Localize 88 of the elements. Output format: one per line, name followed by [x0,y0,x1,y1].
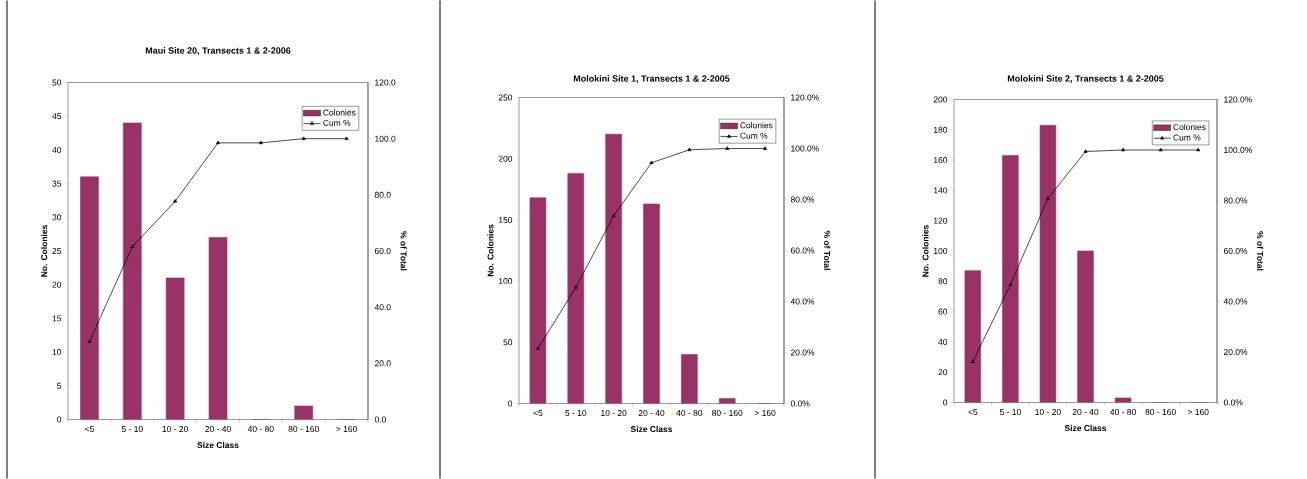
y2-tick-label: 120.0% [1224,96,1252,103]
y-tick-label: 10 [52,349,62,356]
y2-tick-label: 100.0% [1224,147,1252,153]
x-tick-label: 40 - 80 [247,426,274,433]
x-tick-label: 40 - 80 [676,410,703,417]
y-tick-label: 45 [52,113,62,120]
y2-axis-title: % of Total [400,231,407,271]
x-tick-label: 5 - 10 [999,409,1021,416]
x-tick-label: 10 - 20 [1035,409,1061,416]
y-tick-label: 15 [52,315,62,322]
y-tick-label: 0 [943,399,948,406]
y-tick-label: 40 [938,338,948,345]
x-axis-title: Size Class [1064,424,1107,432]
y-tick-label: 200 [933,96,948,103]
x-tick-label: > 160 [754,410,776,417]
y-tick-label: 150 [499,216,513,223]
y2-tick-label: 80.0% [790,196,815,203]
x-tick-label: 20 - 40 [638,410,665,417]
y2-tick-label: 40.0% [1223,298,1248,305]
y-tick-label: 180 [934,126,948,133]
y2-tick-label: 60.0% [790,247,815,254]
x-tick-label: 10 - 20 [601,410,627,417]
y-tick-label: 0 [57,416,62,423]
y-axis-title: No. Colonies [922,225,929,277]
x-tick-label: > 160 [1187,409,1209,416]
y2-tick-label: 120.0% [791,94,819,101]
x-tick-label: 80 - 160 [288,426,319,433]
y-tick-label: 20 [938,369,948,376]
y2-tick-label: 80.0 [374,191,391,198]
y2-tick-label: 120.0 [375,79,396,86]
y-tick-label: 120 [934,217,948,224]
y2-tick-label: 20.0% [1223,349,1248,355]
y2-tick-label: 60.0% [1223,248,1248,254]
x-tick-label: 5 - 10 [565,410,587,417]
x-tick-label: <5 [968,409,978,415]
y2-tick-label: 20.0 [374,360,391,367]
y2-tick-label: 100.0% [791,145,819,152]
y-tick-label: 20 [52,281,62,288]
y-tick-label: 250 [498,94,513,101]
y-tick-label: 100 [934,248,948,254]
y-axis-title: No. Colonies [487,224,494,277]
legend-label: Colonies [740,122,773,129]
y-tick-label: 30 [52,214,62,221]
legend-label: Cum % [323,119,351,126]
y-tick-label: 35 [52,180,62,187]
x-tick-label: 80 - 160 [1145,409,1176,416]
chart-title: Maui Site 20, Transects 1 & 2-2006 [145,47,291,56]
y-tick-label: 50 [52,79,62,86]
y-tick-label: 140 [934,187,948,194]
y2-tick-label: 40.0% [790,298,815,305]
x-axis-title: Size Class [197,441,239,449]
y-tick-label: 160 [934,157,948,164]
y2-tick-label: 100.0 [375,135,396,142]
y2-tick-label: 20.0% [790,349,815,356]
legend-label: Colonies [323,109,356,116]
y2-tick-label: 60.0 [374,248,391,254]
y2-tick-label: 0.0% [790,400,810,407]
x-tick-label: 5 - 10 [121,426,143,433]
y-tick-label: 0 [508,400,513,407]
y-tick-label: 25 [52,248,62,254]
y-tick-label: 100 [499,278,513,285]
x-tick-label: 40 - 80 [1110,409,1136,416]
chart-title: Molokini Site 2, Transects 1 & 2-2005 [1007,75,1164,83]
y-tick-label: 80 [938,278,948,285]
y-tick-label: 5 [57,382,62,389]
y2-tick-label: 40.0 [374,304,391,311]
y-axis-title: No. Colonies [41,225,48,277]
y2-axis-title: % of Total [824,230,831,270]
y2-tick-label: 80.0% [1223,197,1248,204]
legend-label: Cum % [1173,134,1201,141]
x-tick-label: 10 - 20 [162,426,188,433]
y-tick-label: 40 [52,146,62,153]
y-tick-label: 50 [503,339,513,346]
x-tick-label: <5 [85,426,94,432]
x-tick-label: > 160 [336,426,357,433]
x-tick-label: 20 - 40 [1072,409,1099,416]
legend-label: Colonies [1173,123,1206,131]
x-tick-label: 20 - 40 [205,426,231,433]
x-tick-label: 80 - 160 [712,410,743,417]
y2-axis-title: % of Total [1257,231,1264,271]
legend-label: Cum % [740,132,768,139]
y2-tick-label: 0.0% [1223,399,1243,406]
x-tick-label: <5 [533,410,543,416]
y-tick-label: 200 [498,155,513,162]
x-axis-title: Size Class [630,425,673,433]
chart-title: Molokini Site 1, Transects 1 & 2-2005 [573,75,730,83]
y2-tick-label: 0.0 [374,416,386,423]
y-tick-label: 60 [938,308,948,315]
